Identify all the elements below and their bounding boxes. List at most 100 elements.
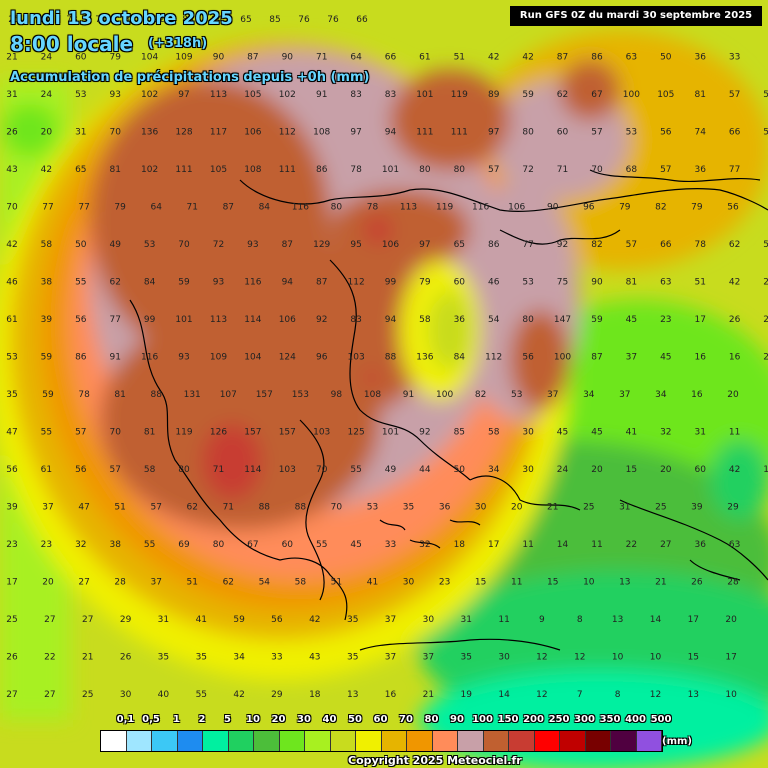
grid-value: 61 xyxy=(6,315,17,325)
grid-value: 57 xyxy=(109,465,120,475)
grid-value: 26 xyxy=(37,15,49,25)
grid-value: 111 xyxy=(451,128,468,138)
grid-value: 17 xyxy=(6,578,17,588)
grid-value: 51 xyxy=(331,578,342,588)
grid-value: 119 xyxy=(175,428,192,438)
grid-value: 124 xyxy=(279,353,296,363)
legend-label: 70 xyxy=(399,714,413,725)
grid-value: 105 xyxy=(244,90,261,100)
grid-value: 100 xyxy=(623,90,640,100)
grid-value: 32 xyxy=(75,540,86,550)
grid-value: 45 xyxy=(350,540,361,550)
grid-value: 71 xyxy=(95,15,106,25)
grid-value: 25 xyxy=(82,690,93,700)
grid-value: 86 xyxy=(488,240,500,250)
grid-value: 56 xyxy=(75,315,87,325)
grid-value: 21 xyxy=(547,503,558,513)
grid-value: 43 xyxy=(309,653,320,663)
legend-label: 90 xyxy=(450,714,464,725)
grid-value: 39 xyxy=(41,315,53,325)
grid-value: 129 xyxy=(313,240,330,250)
grid-value: 30 xyxy=(423,615,435,625)
legend-swatch xyxy=(330,731,356,751)
grid-value: 86 xyxy=(316,165,328,175)
grid-value: 61 xyxy=(41,465,52,475)
grid-value: 116 xyxy=(244,278,261,288)
grid-value: 80 xyxy=(213,540,225,550)
grid-value: 13 xyxy=(612,615,623,625)
grid-value: 71 xyxy=(213,465,224,475)
grid-value: 82 xyxy=(475,390,486,400)
grid-value: 153 xyxy=(292,390,309,400)
grid-value: 38 xyxy=(109,540,121,550)
grid-value: 42 xyxy=(41,165,52,175)
grid-value: 15 xyxy=(475,578,486,588)
forecast-date: lundi 13 octobre 2025 xyxy=(10,8,233,29)
grid-value: 55 xyxy=(316,540,327,550)
grid-value: 87 xyxy=(282,240,293,250)
grid-value: 157 xyxy=(256,390,273,400)
grid-value: 34 xyxy=(655,390,667,400)
grid-value: 79 xyxy=(114,203,126,213)
grid-value: 59 xyxy=(233,615,245,625)
grid-value: 21 xyxy=(82,653,93,663)
grid-value: 67 xyxy=(591,90,602,100)
grid-value: 59 xyxy=(591,315,603,325)
grid-value: 88 xyxy=(295,503,307,513)
grid-value: 12 xyxy=(650,690,661,700)
grid-value: 104 xyxy=(244,353,261,363)
grid-value: 89 xyxy=(488,90,500,100)
grid-value: 62 xyxy=(109,278,120,288)
grid-value: 56 xyxy=(6,465,18,475)
grid-value: 21 xyxy=(655,578,666,588)
grid-value: 10 xyxy=(650,653,662,663)
grid-value: 25 xyxy=(6,615,17,625)
grid-value: 91 xyxy=(403,390,414,400)
grid-value: 77 xyxy=(109,315,120,325)
grid-value: 86 xyxy=(75,353,87,363)
legend-swatch xyxy=(509,731,535,751)
grid-value: 111 xyxy=(279,165,296,175)
grid-value: 70 xyxy=(109,128,121,138)
grid-value: 88 xyxy=(150,390,162,400)
grid-value: 72 xyxy=(522,165,533,175)
grid-value: 21 xyxy=(763,353,768,363)
grid-value: 79 xyxy=(691,203,703,213)
grid-value: 57 xyxy=(729,90,740,100)
grid-value: 60 xyxy=(694,465,706,475)
grid-value: 100 xyxy=(436,390,453,400)
grid-value: 90 xyxy=(282,53,294,63)
grid-value: 35 xyxy=(460,653,471,663)
grid-value: 54 xyxy=(488,315,500,325)
grid-value: 109 xyxy=(175,53,192,63)
grid-value: 30 xyxy=(522,428,534,438)
grid-value: 72 xyxy=(213,240,224,250)
grid-value: 58 xyxy=(488,428,500,438)
grid-value: 116 xyxy=(472,203,489,213)
grid-value: 34 xyxy=(233,653,245,663)
grid-value: 87 xyxy=(557,53,568,63)
grid-value: 59 xyxy=(41,353,53,363)
grid-value: 91 xyxy=(316,90,327,100)
grid-value: 112 xyxy=(348,278,365,288)
grid-value: 70 xyxy=(6,203,18,213)
legend-swatch xyxy=(177,731,203,751)
grid-value: 27 xyxy=(6,690,17,700)
grid-value: 103 xyxy=(313,428,330,438)
legend-label: 10 xyxy=(246,714,260,725)
grid-value: 15 xyxy=(626,465,637,475)
grid-value: 59 xyxy=(522,90,534,100)
legend-label: 100 xyxy=(472,714,493,725)
grid-value: 63 xyxy=(729,540,740,550)
grid-value: 63 xyxy=(660,278,671,288)
grid-value: 94 xyxy=(385,315,397,325)
grid-value: 75 xyxy=(557,278,568,288)
forecast-offset: (+318h) xyxy=(148,36,208,51)
grid-value: 117 xyxy=(210,128,227,138)
grid-value: 79 xyxy=(619,203,631,213)
grid-value: 53 xyxy=(626,128,637,138)
grid-value: 26 xyxy=(6,128,18,138)
legend-swatch xyxy=(305,731,331,751)
grid-value: 81 xyxy=(144,428,155,438)
grid-value: 77 xyxy=(522,240,533,250)
